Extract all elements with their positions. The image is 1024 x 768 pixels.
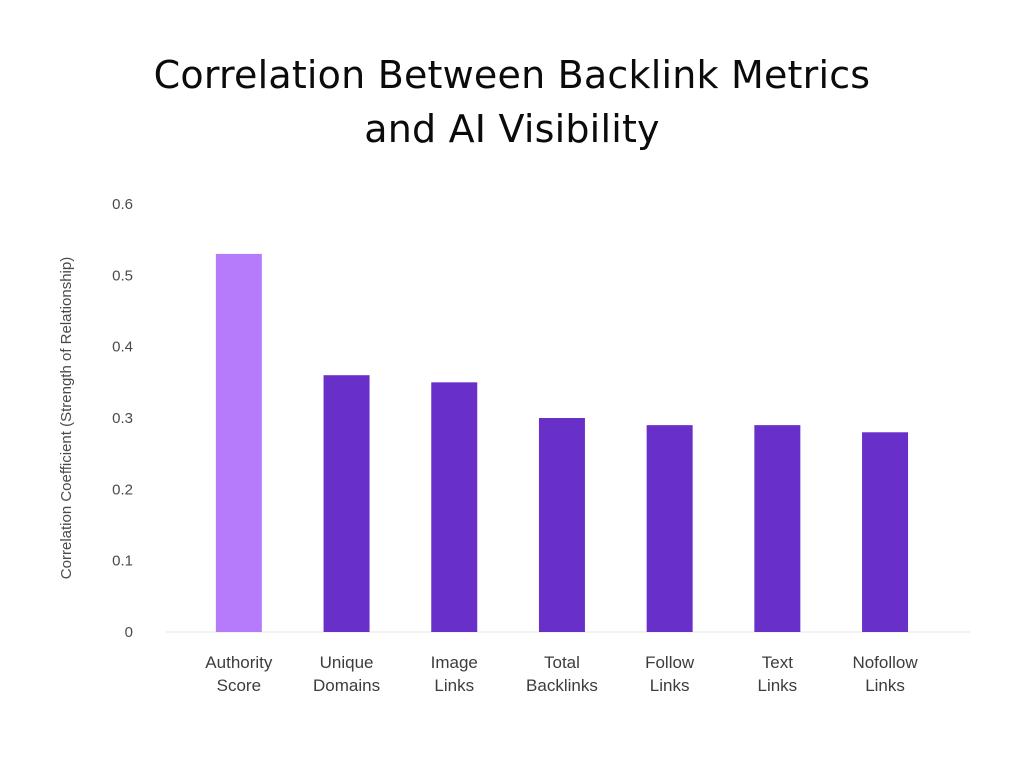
y-tick-label: 0 [125, 624, 133, 641]
x-category-label: Total Backlinks [526, 653, 598, 695]
y-tick-label: 0.4 [112, 339, 133, 356]
x-category-label: Text Links [758, 653, 798, 695]
y-tick-label: 0.1 [112, 553, 133, 570]
x-category-label: Authority Score [205, 653, 273, 695]
bar [215, 253, 262, 632]
bars [215, 253, 909, 632]
x-category-label-line: Follow [645, 653, 695, 672]
bar [538, 418, 585, 632]
x-category-label-line: Unique [320, 653, 374, 672]
y-tick-label: 0.2 [112, 481, 133, 498]
x-category-label-line: Links [758, 676, 798, 695]
x-category-label-line: Score [217, 676, 261, 695]
x-category-label-line: Links [434, 676, 474, 695]
y-tick-label: 0.5 [112, 267, 133, 284]
bar [323, 375, 370, 632]
bar [646, 425, 693, 632]
x-category-label-line: Links [865, 676, 905, 695]
y-tick-label: 0.3 [112, 410, 133, 427]
x-category-label: Image Links [431, 653, 478, 695]
x-axis-labels: Authority Score Unique Domains Image Links Tot… [205, 653, 918, 695]
x-category-label-line: Total [544, 653, 580, 672]
bar [754, 425, 801, 632]
x-category-label: Unique Domains [313, 653, 380, 695]
x-category-label: Nofollow Links [852, 653, 918, 695]
y-axis-label-group: Correlation Coefficient (Strength of Rel… [58, 257, 75, 579]
x-category-label-line: Authority [205, 653, 273, 672]
x-category-label: Follow Links [645, 653, 695, 695]
bar [862, 432, 909, 632]
chart-title: Correlation Between Backlink Metrics and… [0, 48, 1024, 156]
x-category-label-line: Nofollow [852, 653, 918, 672]
y-axis-ticks: 0 0.1 0.2 0.3 0.4 0.5 0.6 [112, 196, 133, 641]
x-category-label-line: Links [650, 676, 690, 695]
bar [431, 382, 478, 632]
y-tick-label: 0.6 [112, 196, 133, 213]
y-axis-label: Correlation Coefficient (Strength of Rel… [58, 257, 75, 579]
x-category-label-line: Image [431, 653, 478, 672]
x-category-label-line: Backlinks [526, 676, 598, 695]
x-category-label-line: Text [762, 653, 793, 672]
chart-title-line-2: and AI Visibility [364, 107, 660, 151]
x-category-label-line: Domains [313, 676, 380, 695]
chart-title-line-1: Correlation Between Backlink Metrics [153, 53, 871, 97]
